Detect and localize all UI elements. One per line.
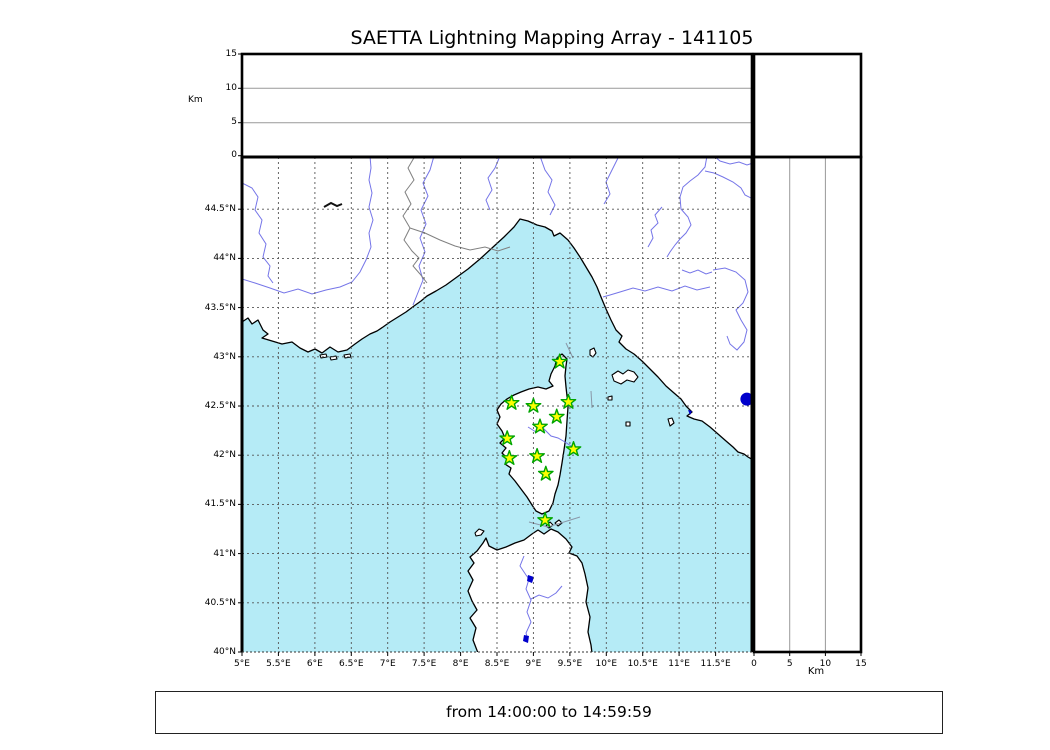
giglio-island [667,417,675,427]
asinara-island [474,528,485,537]
alt-tick-0: 0 [231,150,237,160]
altitude-latitude-panel [789,157,826,652]
lon-tick: 9.5°E [557,659,583,669]
right-panel-km-label: Km [807,666,825,677]
lon-tick: 8°E [452,659,469,669]
lon-tick: 11°E [668,659,690,669]
lon-tick: 10.5°E [627,659,658,669]
lake-dot [740,392,752,406]
lon-tick: 8.5°E [484,659,510,669]
lon-tick: 6.5°E [339,659,364,669]
lon-tick: 5°E [234,659,250,669]
time-range-text: from 14:00:00 to 14:59:59 [446,703,652,721]
alt-tick-5: 5 [231,117,237,127]
station-marker [560,393,577,409]
rivers [242,157,752,641]
station-markers [499,353,582,527]
sardinia-island [467,528,593,652]
lon-tick: 6°E [306,659,323,669]
lat-tick: 44°N [213,253,236,263]
lat-tick: 40.5°N [204,598,236,608]
km-tick-5: 5 [786,659,793,669]
lat-tick: 44.5°N [204,204,236,214]
lat-tick: 42.5°N [204,401,236,411]
lat-tick: 42°N [213,450,236,460]
panel-borders [240,52,863,654]
hyeres-island [319,353,328,359]
lon-tick: 7.5°E [411,659,437,669]
altitude-longitude-panel [242,87,752,124]
axis-ticks [238,53,862,656]
km-tick-15: 15 [855,659,867,669]
border-lines [402,157,511,284]
lon-tick: 5.5°E [266,659,291,669]
hyeres-island-2 [329,355,338,361]
lake-bolsena-marker [740,392,752,406]
lat-tick: 43°N [213,352,236,362]
lat-tick: 43.5°N [204,303,236,313]
capraia-island [589,347,597,358]
lat-tick: 41.5°N [204,499,236,509]
km-tick-0: 0 [751,659,757,669]
station-marker [499,430,516,446]
small-lakes [523,410,692,643]
montecristo-island [625,421,631,427]
elba-island [611,369,639,385]
km-tick-10: 10 [819,659,832,669]
station-marker [548,408,565,424]
station-marker [501,449,518,465]
station-marker [525,397,542,413]
station-marker [565,441,582,457]
alt-tick-15: 15 [225,49,237,59]
hyeres-island-3 [343,353,352,359]
station-marker [532,418,548,434]
lat-tick: 41°N [213,549,236,559]
serre-poncon-lake [323,201,343,208]
lon-tick: 7°E [379,659,396,669]
station-marker [529,447,545,463]
map-panel [242,157,752,652]
lon-tick: 11.5°E [700,659,731,669]
station-marker [551,353,568,369]
station-marker [503,394,520,410]
alt-tick-10: 10 [225,83,237,93]
pianosa-island [607,395,613,401]
lon-tick: 10°E [595,659,618,669]
station-marker [537,465,554,481]
sea-route-lines [528,342,593,528]
lon-tick: 9°E [525,659,542,669]
lat-tick: 40°N [213,647,236,657]
map-gridlines [242,157,752,652]
histogram-panel [752,52,863,159]
top-panel-km-label: Km [188,95,203,105]
time-range-box: from 14:00:00 to 14:59:59 [155,691,943,734]
station-marker [537,511,553,527]
figure-title: SAETTA Lightning Mapping Array - 141105 [350,27,754,49]
